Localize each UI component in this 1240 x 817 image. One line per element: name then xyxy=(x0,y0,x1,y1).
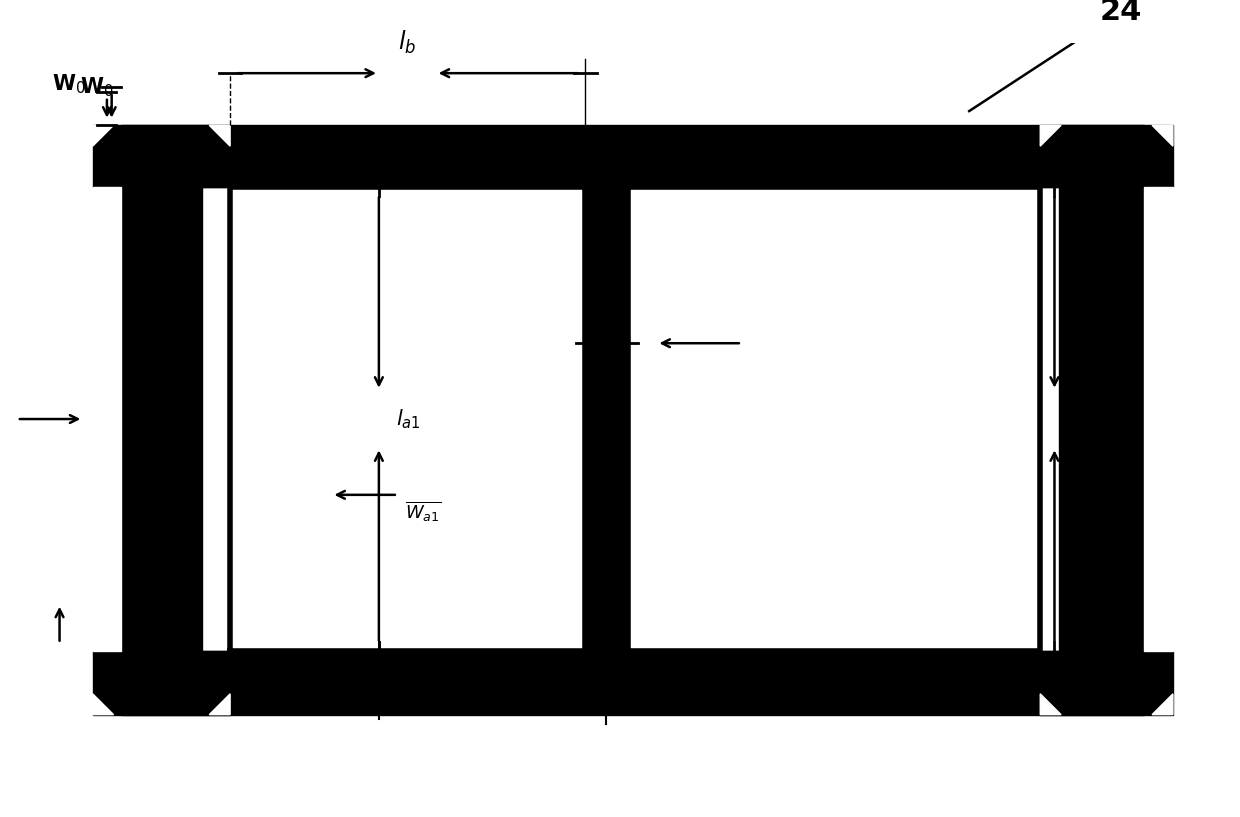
Text: $\overline{W_{a1}}$: $\overline{W_{a1}}$ xyxy=(405,499,441,524)
Polygon shape xyxy=(93,694,114,715)
Polygon shape xyxy=(122,651,1145,715)
Polygon shape xyxy=(93,651,231,715)
Polygon shape xyxy=(93,187,122,651)
Text: -W$_{a2}$: -W$_{a2}$ xyxy=(584,360,629,380)
Polygon shape xyxy=(231,187,585,651)
Text: 24: 24 xyxy=(1100,0,1142,26)
Polygon shape xyxy=(1152,694,1173,715)
Polygon shape xyxy=(122,187,202,651)
Polygon shape xyxy=(585,187,629,651)
Polygon shape xyxy=(1040,651,1173,715)
Text: $l_{a1}$: $l_{a1}$ xyxy=(396,407,420,431)
Polygon shape xyxy=(122,125,1145,187)
Polygon shape xyxy=(93,125,231,187)
Text: W$_0$: W$_0$ xyxy=(52,73,86,96)
Polygon shape xyxy=(93,125,114,146)
Polygon shape xyxy=(1040,694,1061,715)
Text: W$_0$: W$_0$ xyxy=(81,76,114,99)
Polygon shape xyxy=(1040,125,1173,187)
Text: W$_b$: W$_b$ xyxy=(198,672,233,695)
Polygon shape xyxy=(629,187,1040,651)
Polygon shape xyxy=(210,125,231,146)
Text: W$_b$: W$_b$ xyxy=(1033,145,1066,168)
Polygon shape xyxy=(1059,187,1145,651)
Polygon shape xyxy=(210,694,231,715)
Text: $l_{a2}$: $l_{a2}$ xyxy=(1069,464,1094,488)
Text: $l_b$: $l_b$ xyxy=(398,29,417,56)
Text: W$_b$: W$_b$ xyxy=(198,145,233,168)
Polygon shape xyxy=(1040,125,1061,146)
Polygon shape xyxy=(1145,187,1173,651)
Text: W$_b$: W$_b$ xyxy=(1033,672,1066,695)
Polygon shape xyxy=(1152,125,1173,146)
